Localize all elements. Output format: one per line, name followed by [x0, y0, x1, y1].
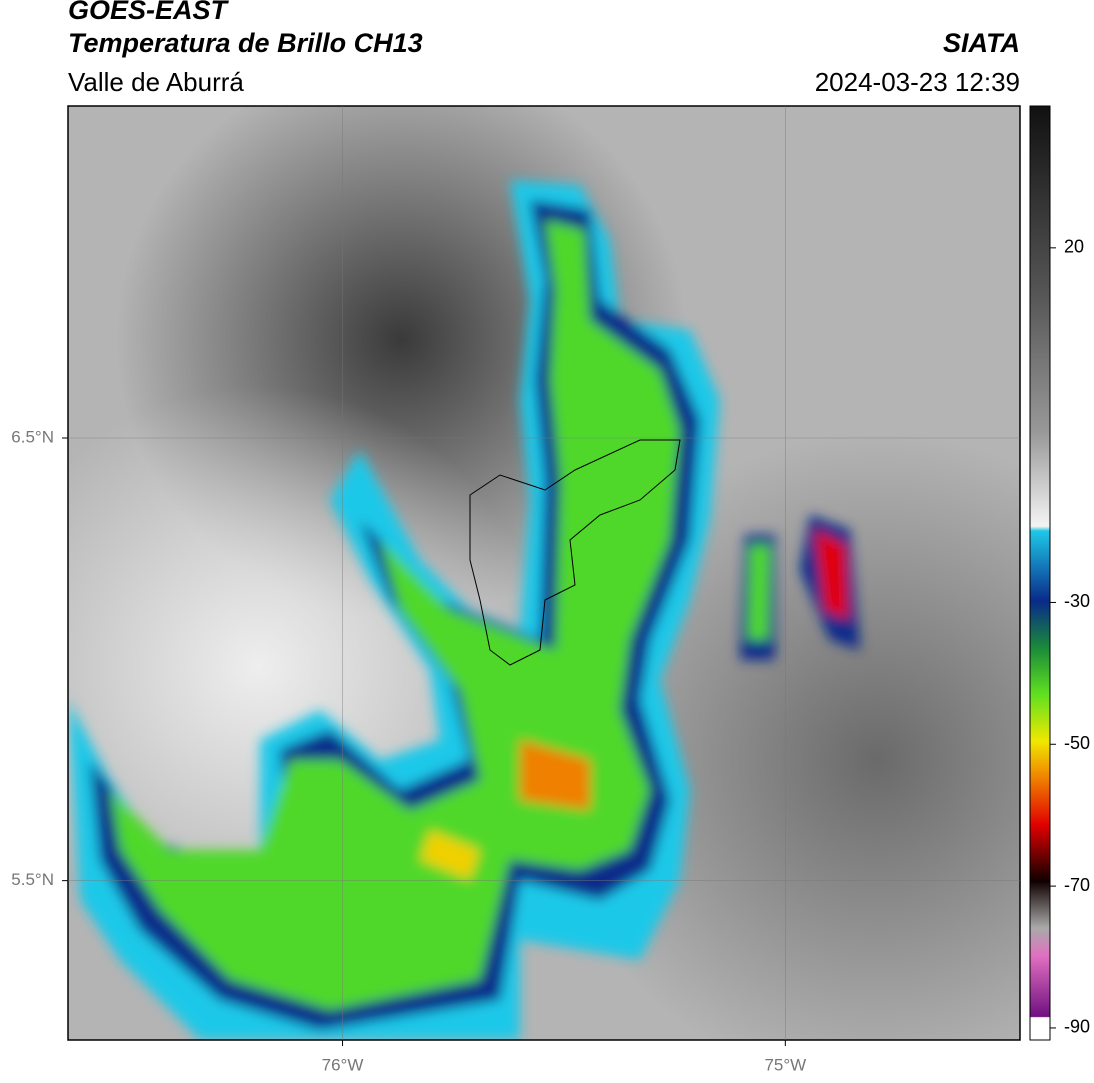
colorbar	[1029, 105, 1051, 1041]
colorbar-tick-label: -70	[1064, 875, 1090, 895]
map-image	[68, 106, 1020, 1040]
subtitle: Temperatura de Brillo CH13	[68, 28, 423, 58]
colorbar-tick-label: 20	[1064, 237, 1084, 257]
title: GOES-EAST	[68, 0, 230, 25]
lon-tick-label: 75°W	[764, 1055, 806, 1074]
map-frame	[67, 105, 1021, 1041]
colorbar-tick-label: -50	[1064, 733, 1090, 753]
lat-tick-label: 6.5°N	[11, 427, 54, 446]
colorbar-tick-label: -90	[1064, 1017, 1090, 1037]
datetime: 2024-03-23 12:39	[815, 67, 1020, 97]
region: Valle de Aburrá	[68, 67, 244, 97]
colorbar-tick-label: -30	[1064, 591, 1090, 611]
source: SIATA	[943, 28, 1020, 58]
lat-tick-label: 5.5°N	[11, 870, 54, 889]
lon-tick-label: 76°W	[322, 1055, 364, 1074]
